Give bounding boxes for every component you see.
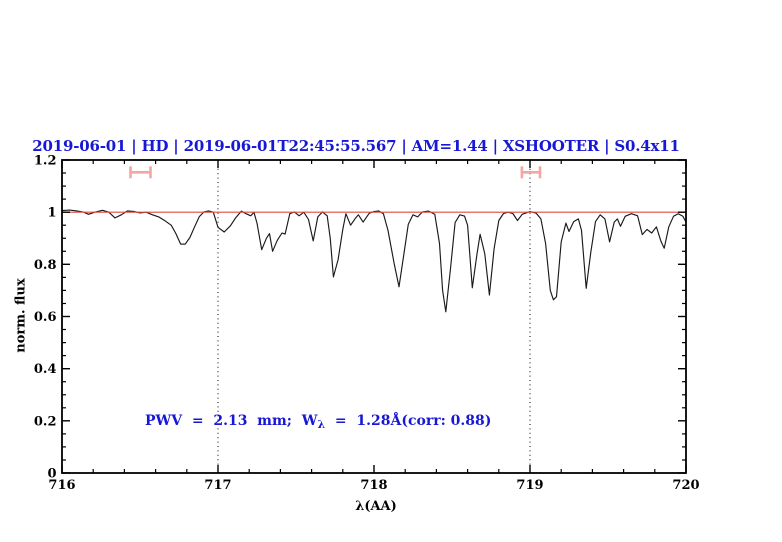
lambda-subscript: λ [317, 418, 326, 431]
x-tick-label: 717 [204, 478, 231, 493]
x-tick-label: 718 [360, 478, 387, 493]
y-axis-label: norm. flux [13, 278, 29, 353]
pwv-range-markers [129, 166, 542, 179]
y-tick-label: 0.2 [34, 414, 57, 429]
x-tick-label: 720 [672, 478, 699, 493]
equivalent-width-text: = 1.28Å(corr: 0.88) [325, 413, 492, 429]
y-tick-label: 0.4 [34, 362, 57, 377]
y-tick-label: 1 [47, 206, 56, 221]
x-tick-label: 719 [516, 478, 543, 493]
axis-box [61, 159, 687, 474]
y-tick-label: 1.2 [34, 154, 57, 169]
figure-title: 2019-06-01 | HD | 2019-06-01T22:45:55.56… [32, 137, 680, 155]
spectrum-line [61, 209, 687, 313]
tick-labels: 716 717 718 719 720 0 0.2 0.4 0.6 0.8 1 1.2 [34, 154, 700, 494]
y-tick-label: 0.6 [34, 310, 57, 325]
x-axis-label: λ(AA) [355, 499, 397, 514]
y-tick-label: 0 [47, 467, 56, 482]
pwv-annotation: PWV = 2.13 mm; Wλ = 1.28Å(corr: 0.88) [145, 413, 491, 433]
y-tick-label: 0.8 [34, 258, 57, 273]
pwv-text: PWV = 2.13 mm; W [145, 413, 318, 429]
x-tick-label: 716 [48, 478, 75, 493]
